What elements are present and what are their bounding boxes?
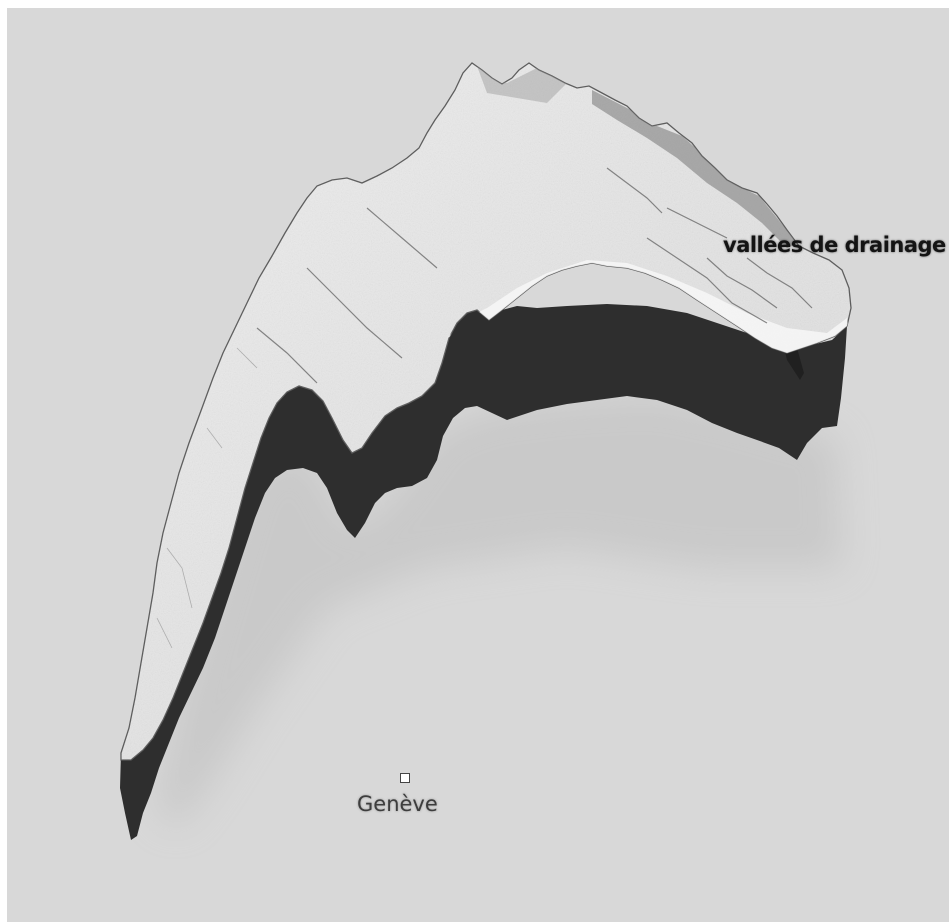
city-label-geneve: Genève xyxy=(357,792,438,816)
map-viewport[interactable]: vallées de drainage Genève xyxy=(7,8,949,922)
city-marker-geneve[interactable] xyxy=(400,773,410,783)
feature-label-drainage-valleys: vallées de drainage xyxy=(723,233,946,257)
relief-map xyxy=(120,62,852,840)
